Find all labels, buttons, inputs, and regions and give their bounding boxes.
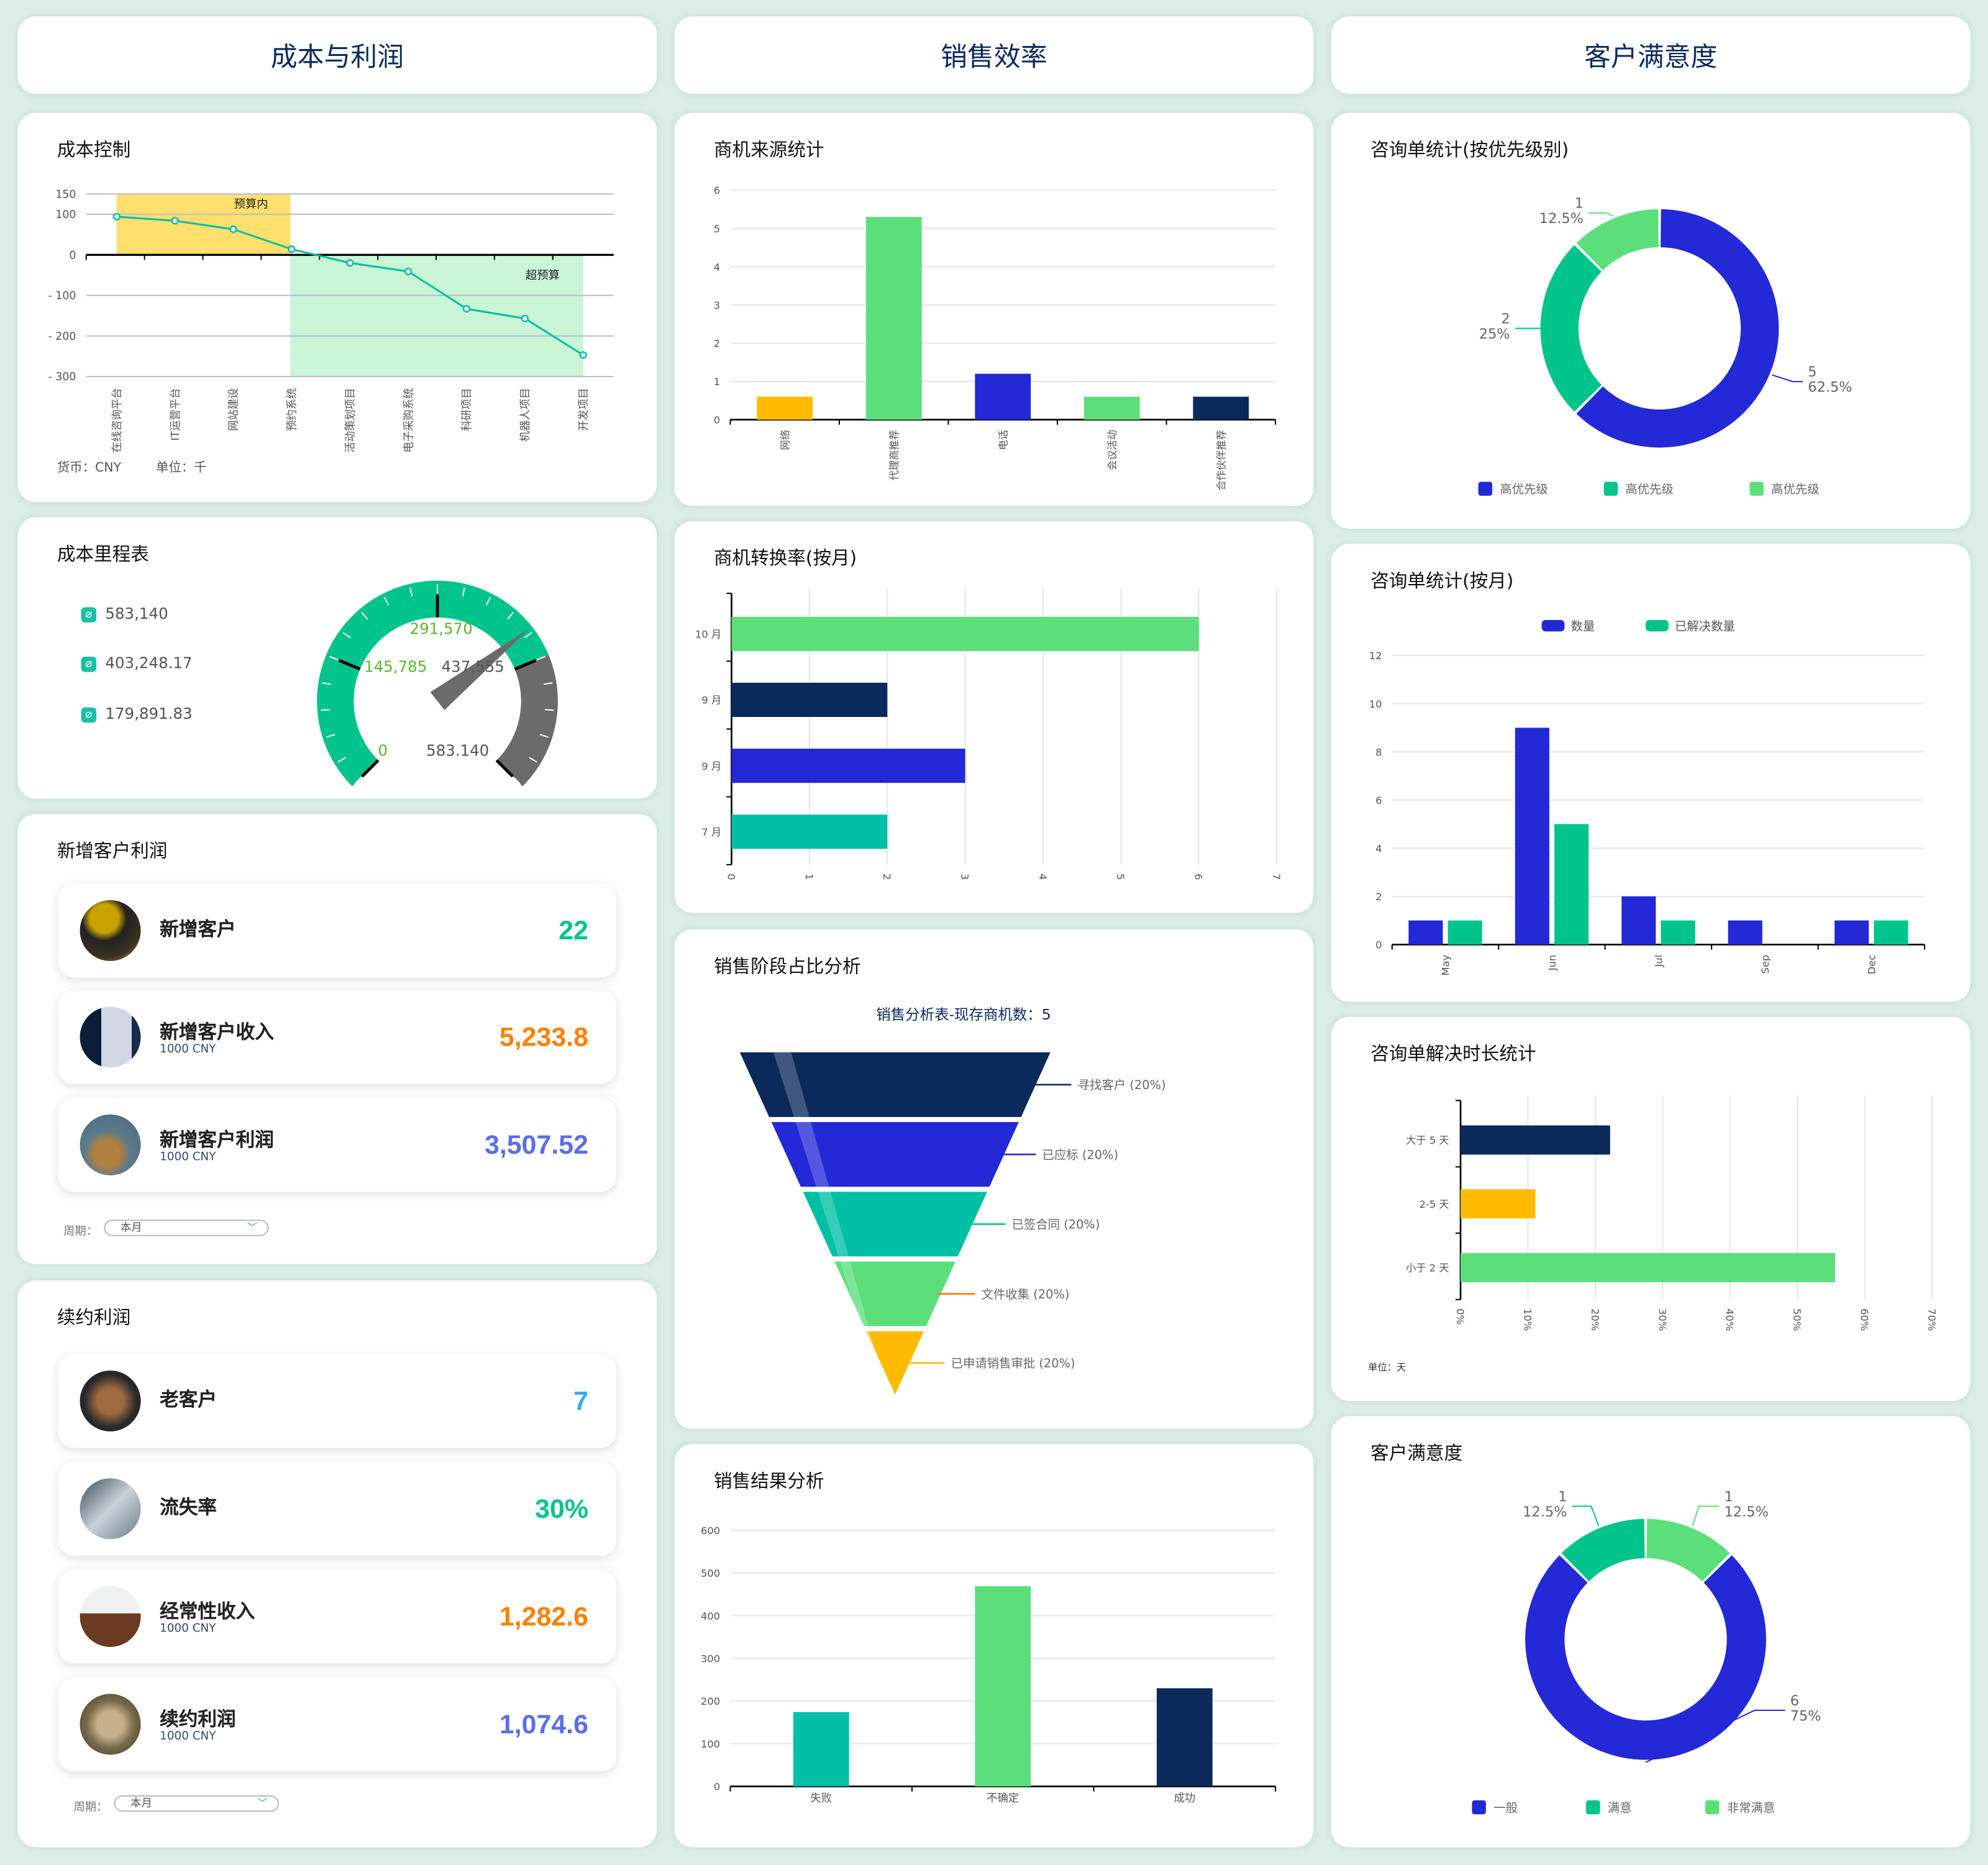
kpi-value: 1,074.6 xyxy=(499,1710,588,1740)
kpi-label: 老客户 xyxy=(160,1388,217,1411)
kpi-avatar xyxy=(80,900,141,961)
kpi-label: 新增客户 xyxy=(160,918,236,941)
kpi-value: 1,282.6 xyxy=(499,1602,588,1632)
header-sales-efficiency: 销售效率 xyxy=(674,16,1314,94)
currency-note: 货币：CNY xyxy=(57,461,122,476)
card-title: 商机来源统计 xyxy=(713,140,824,162)
period-select[interactable]: 本月 ﹀ xyxy=(114,1795,279,1812)
chevron-down-icon: ﹀ xyxy=(247,1222,258,1234)
priority-stats-card: 咨询单统计(按优先级别) xyxy=(1331,112,1971,529)
card-title: 成本控制 xyxy=(57,140,131,162)
card-title: 续约利润 xyxy=(57,1308,131,1329)
kpi-value: 7 xyxy=(573,1387,588,1416)
period-value: 本月 xyxy=(130,1797,152,1811)
leaf-icon: ⌀ xyxy=(81,607,97,623)
kpi-label: 新增客户利润 xyxy=(160,1128,274,1152)
kpi-label: 新增客户收入 xyxy=(160,1020,274,1044)
card-title: 新增客户利润 xyxy=(57,842,168,862)
kpi-row: 新增客户 22 xyxy=(58,883,616,978)
opportunity-source-card: 商机来源统计 xyxy=(674,112,1314,506)
kpi-row: 新增客户利润 1000 CNY 3,507.52 xyxy=(58,1098,616,1192)
kpi-row: 老客户 7 xyxy=(58,1354,616,1448)
milestone-value: 179,891.83 xyxy=(105,705,193,723)
card-title: 销售阶段占比分析 xyxy=(713,957,861,978)
card-title: 咨询单统计(按月) xyxy=(1370,572,1514,593)
chevron-down-icon: ﹀ xyxy=(257,1797,268,1810)
milestone-value: 583,140 xyxy=(105,604,168,623)
period-label: 周期： xyxy=(63,1226,98,1239)
sales-result-card: 销售结果分析 xyxy=(674,1444,1314,1848)
kpi-avatar xyxy=(80,1586,141,1647)
header-cost-profit: 成本与利润 xyxy=(17,16,657,94)
header-title: 销售效率 xyxy=(941,41,1047,72)
monthly-stats-card: 咨询单统计(按月) xyxy=(1331,544,1971,1002)
header-title: 客户满意度 xyxy=(1584,41,1718,72)
kpi-row: 流失率 30% xyxy=(58,1462,616,1556)
kpi-label: 经常性收入 xyxy=(160,1600,255,1623)
card-title: 咨询单统计(按优先级别) xyxy=(1370,140,1569,162)
card-title: 成本里程表 xyxy=(57,545,149,566)
header-customer-satisfaction: 客户满意度 xyxy=(1331,16,1971,94)
card-title: 咨询单解决时长统计 xyxy=(1370,1044,1536,1065)
milestone-value: 403,248.17 xyxy=(105,654,193,672)
satisfaction-card: 客户满意度 xyxy=(1331,1416,1971,1848)
kpi-value: 5,233.8 xyxy=(499,1023,588,1052)
card-title: 商机转换率(按月) xyxy=(713,549,857,570)
period-value: 本月 xyxy=(120,1222,142,1235)
kpi-row: 新增客户收入 1000 CNY 5,233.8 xyxy=(58,990,616,1084)
kpi-unit: 1000 CNY xyxy=(160,1151,216,1164)
kpi-avatar xyxy=(80,1694,141,1755)
kpi-avatar xyxy=(80,1370,141,1432)
cost-control-card: 成本控制 货币：CNY 单位：千 xyxy=(17,112,657,503)
kpi-unit: 1000 CNY xyxy=(160,1043,216,1056)
period-label: 周期： xyxy=(73,1801,108,1815)
kpi-label: 续约利润 xyxy=(160,1707,236,1731)
kpi-unit: 1000 CNY xyxy=(160,1730,216,1744)
card-title: 客户满意度 xyxy=(1370,1444,1463,1465)
kpi-label: 流失率 xyxy=(160,1496,217,1519)
period-select[interactable]: 本月 ﹀ xyxy=(104,1220,269,1236)
kpi-avatar xyxy=(80,1006,141,1068)
kpi-value: 3,507.52 xyxy=(485,1131,588,1160)
leaf-icon: ⌀ xyxy=(81,707,97,723)
kpi-value: 22 xyxy=(559,916,588,946)
leaf-icon: ⌀ xyxy=(81,657,97,672)
kpi-row: 经常性收入 1000 CNY 1,282.6 xyxy=(58,1569,616,1664)
header-title: 成本与利润 xyxy=(270,41,404,72)
cost-milestone-card: 成本里程表 ⌀ 583,140 ⌀ 403,248.17 ⌀ 179,891.8… xyxy=(17,517,657,799)
resolution-time-card: 咨询单解决时长统计 xyxy=(1331,1016,1971,1402)
card-title: 销售结果分析 xyxy=(713,1472,824,1493)
kpi-unit: 1000 CNY xyxy=(160,1623,216,1636)
conversion-rate-card: 商机转换率(按月) xyxy=(674,521,1314,913)
unit-note: 单位：千 xyxy=(156,461,207,476)
kpi-row: 续约利润 1000 CNY 1,074.6 xyxy=(58,1677,616,1771)
kpi-value: 30% xyxy=(535,1495,588,1525)
kpi-avatar xyxy=(80,1478,141,1539)
sales-stage-card: 销售阶段占比分析 xyxy=(674,929,1314,1429)
kpi-avatar xyxy=(80,1114,141,1175)
